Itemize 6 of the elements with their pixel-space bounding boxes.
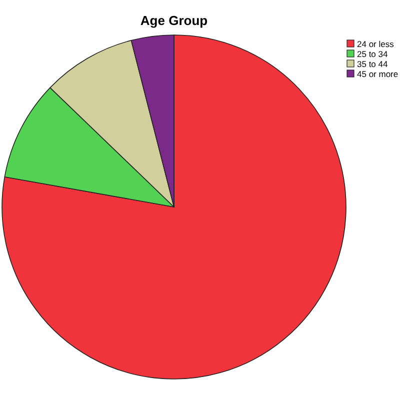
legend-label: 25 to 34 — [357, 49, 388, 59]
legend-label: 35 to 44 — [357, 59, 388, 69]
pie-slice — [2, 34, 346, 380]
legend-label: 45 or more — [357, 69, 398, 79]
chart-title: Age Group — [140, 13, 208, 28]
legend-label: 24 or less — [357, 39, 394, 49]
